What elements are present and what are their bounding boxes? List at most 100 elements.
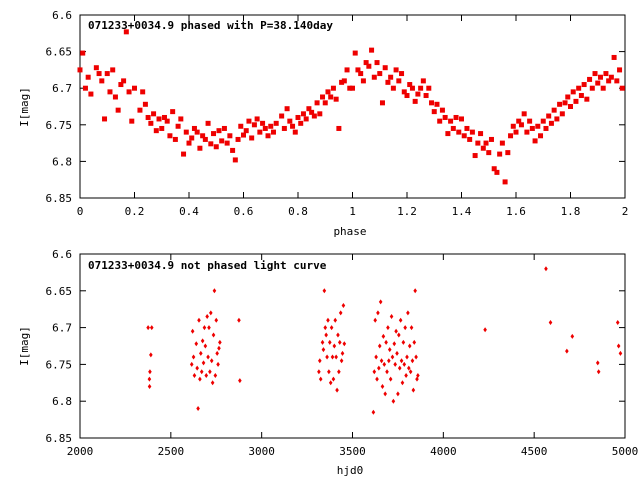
data-point [347,85,353,91]
data-point [334,354,338,360]
data-point [508,133,514,139]
data-point [502,179,508,185]
data-point [426,85,432,91]
data-point [404,93,410,99]
data-point [200,133,206,139]
data-point [126,89,132,95]
data-point [584,96,590,102]
x-tick-label: 0.6 [234,205,254,218]
data-point [186,140,192,146]
data-point [77,67,83,73]
data-point [478,131,484,137]
data-point [399,358,404,364]
data-point [262,125,268,131]
data-point [578,93,584,99]
data-point [603,71,609,77]
data-point [407,82,413,88]
data-point [190,328,195,334]
data-point [595,360,600,366]
x-tick-label: 5000 [612,445,639,458]
data-point [410,358,415,364]
plot-frame [79,14,626,199]
data-point [518,122,524,128]
data-point [453,114,459,120]
x-axis-ticks: 0 0.2 0.4 0.6 0.8 1 1.2 1.4 1.6 1.8 2 [77,15,628,218]
data-point [387,347,392,353]
data-point [200,338,205,344]
data-point [400,380,405,386]
data-point [388,74,394,80]
data-point [404,372,408,378]
data-point [573,98,579,104]
data-point [376,310,380,316]
data-point [548,319,553,325]
data-point [562,100,568,106]
data-point [450,125,456,131]
data-point [409,85,415,91]
data-point [140,89,146,95]
data-point [156,116,162,122]
data-point [332,343,337,349]
data-point [402,361,407,367]
data-point [480,145,486,151]
data-point [395,350,399,356]
data-point [611,54,617,60]
data-point [328,380,333,386]
x-tick-label: 2500 [158,445,185,458]
data-point [459,116,464,122]
data-point [434,101,440,107]
data-point [491,166,497,172]
data-point [381,333,386,339]
data-point [377,71,383,77]
data-point [170,109,176,115]
data-point [205,314,209,320]
data-point [318,358,322,364]
data-point [257,129,263,135]
data-point [377,343,382,349]
data-point [211,332,216,338]
data-point [516,118,522,124]
x-axis-label: phase [333,225,366,238]
data-point [323,325,328,331]
data-point [82,85,88,91]
data-point [196,406,200,412]
data-point [104,71,110,77]
data-point [218,339,222,345]
data-point [208,369,212,375]
data-point [393,361,397,367]
data-point [369,47,375,53]
data-point [390,354,395,360]
data-point [379,358,384,364]
data-point [209,310,213,316]
data-point [373,317,378,323]
data-point [393,67,399,73]
data-point [203,343,208,349]
data-point [554,116,560,122]
plot-frame [79,253,626,439]
x-tick-label: 0 [77,205,84,218]
data-point [413,288,417,294]
data-point [99,78,105,84]
data-point [415,91,421,97]
data-point [287,118,293,124]
data-point [527,118,533,124]
data-point [600,85,606,91]
y-tick-label: 6.6 [52,9,72,22]
data-point [161,114,167,120]
data-point [167,133,173,139]
data-point [568,104,573,109]
y-axis-ticks: 6.6 6.65 6.7 6.75 6.8 6.85 [46,9,625,205]
chart-title: 071233+0034.9 phased with P=38.140day [88,19,333,32]
data-point [337,339,342,345]
data-point [215,350,219,356]
data-point [80,50,86,56]
data-point [324,332,328,338]
data-point [227,133,233,139]
data-point [355,67,361,73]
data-point [535,123,541,129]
data-point [342,341,347,347]
data-point [146,325,150,331]
data-point [551,107,557,113]
data-point [387,358,391,364]
data-point [409,325,414,331]
